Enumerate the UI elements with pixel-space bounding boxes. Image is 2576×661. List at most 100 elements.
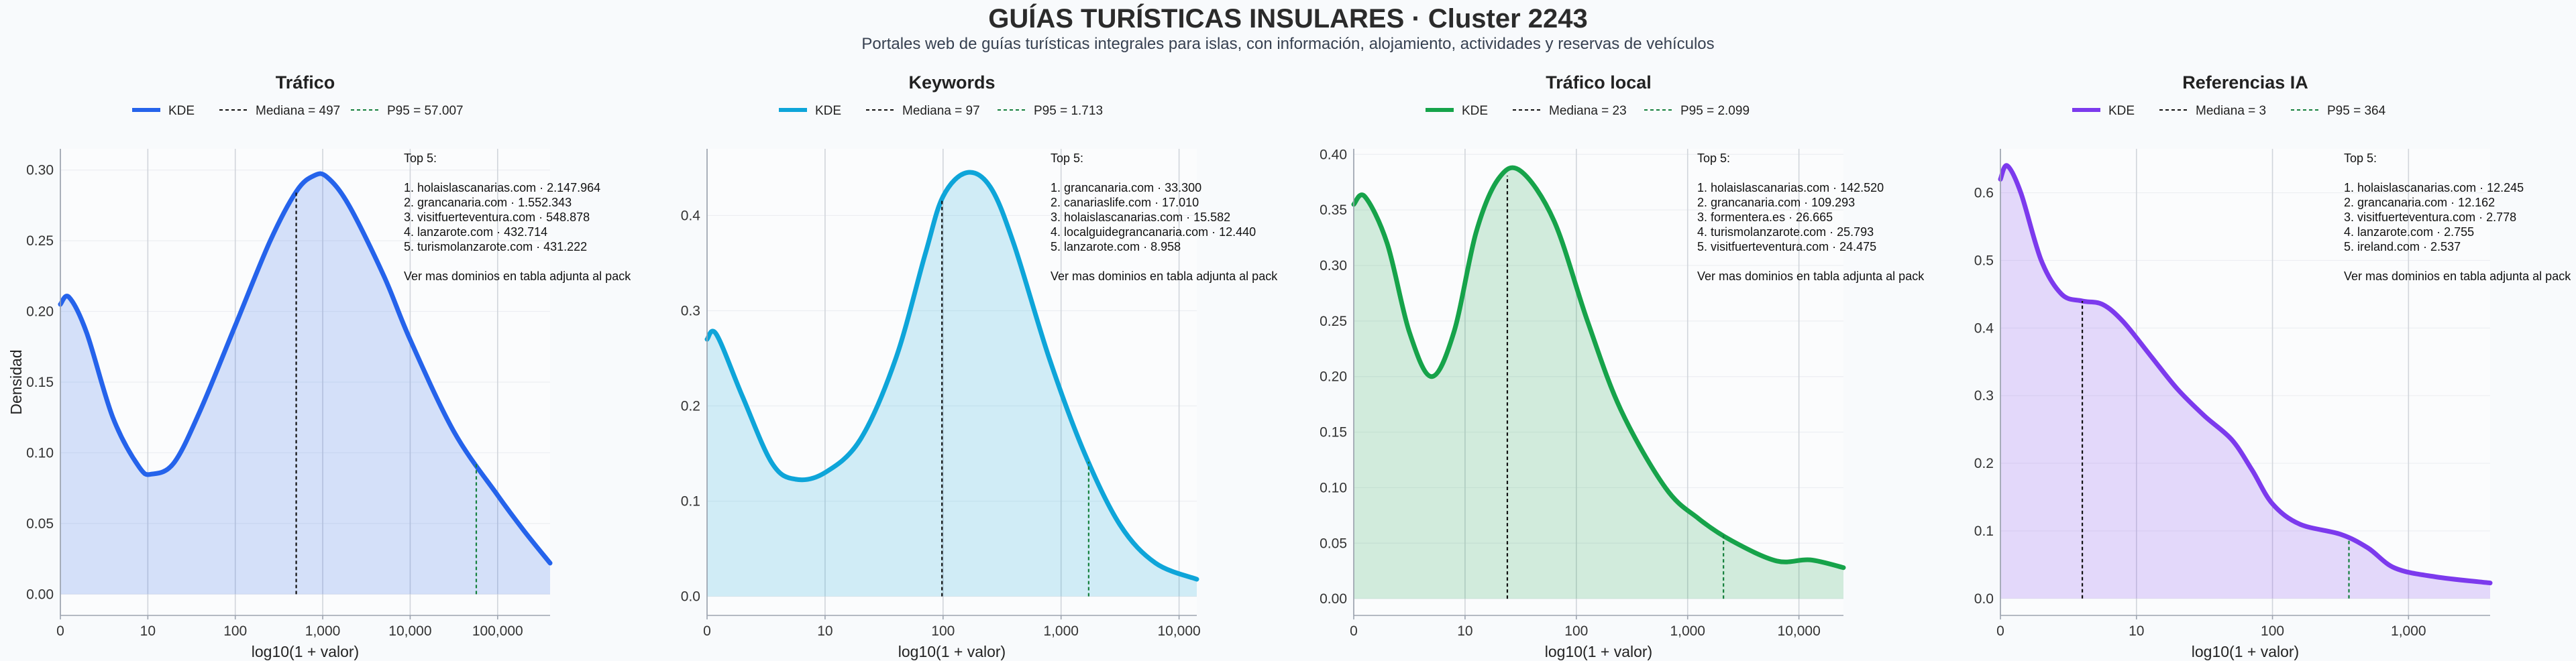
chart-title: Keywords (908, 72, 995, 93)
x-tick-label: 0 (1996, 623, 2004, 639)
top5-annotation-line: Top 5: (1051, 152, 1083, 165)
kde-line (704, 170, 1199, 582)
top5-annotation-line: 2. grancanaria.com · 1.552.343 (404, 196, 572, 209)
top5-annotation-line: Ver mas dominios en tabla adjunta al pac… (1051, 269, 1278, 283)
top5-annotation: Top 5: 1. holaislascanarias.com · 142.52… (1697, 152, 1925, 283)
x-tick-label: 10,000 (1157, 623, 1200, 639)
top5-annotation-line: 1. holaislascanarias.com · 12.245 (2344, 181, 2524, 194)
legend-p95-label: P95 = 1.713 (1034, 104, 1103, 118)
top5-annotation-line (2344, 166, 2347, 180)
top5-annotation-line (404, 166, 407, 180)
x-tick-label: 10,000 (1778, 623, 1821, 639)
y-tick-label: 0.40 (1320, 147, 1347, 162)
x-tick-label: 0 (1350, 623, 1358, 639)
y-tick-label: 0.25 (1320, 314, 1347, 329)
y-tick-label: 0.05 (26, 516, 54, 532)
y-tick-label: 0.30 (1320, 258, 1347, 274)
top5-annotation-line: Ver mas dominios en tabla adjunta al pac… (404, 269, 631, 283)
chart-title: Referencias IA (2182, 72, 2308, 93)
top5-annotation-line: 3. formentera.es · 26.665 (1697, 211, 1833, 224)
chart-panel: Tráfico KDE Mediana = 497 P95 = 57.007 0.00 0… (7, 72, 631, 660)
header: GUÍAS TURÍSTICAS INSULARES · Cluster 224… (0, 0, 2576, 67)
kde-area (1354, 168, 1843, 599)
x-tick-label: 1,000 (1043, 623, 1079, 639)
legend-kde-label: KDE (815, 104, 841, 118)
top5-annotation-line (1697, 166, 1701, 180)
legend-p95-label: P95 = 57.007 (387, 104, 464, 118)
top5-annotation-line (1697, 255, 1701, 268)
chart-legend: KDE Mediana = 3 P95 = 364 (2072, 104, 2386, 118)
y-tick-label: 0.30 (26, 163, 54, 178)
top5-annotation-line (1051, 166, 1054, 180)
legend-median-label: Mediana = 23 (1549, 104, 1627, 118)
kde-area (2000, 165, 2490, 599)
y-tick-label: 0.1 (1974, 524, 1994, 539)
top5-annotation-line: 2. canariaslife.com · 17.010 (1051, 196, 1199, 209)
x-tick-label: 0 (703, 623, 711, 639)
top5-annotation: Top 5: 1. grancanaria.com · 33.300 2. can… (1051, 152, 1278, 283)
x-axis-label: log10(1 + valor) (898, 643, 1006, 660)
y-tick-label: 0.10 (26, 445, 54, 461)
legend-kde-label: KDE (2108, 104, 2135, 118)
y-tick-label: 0.2 (1974, 456, 1994, 471)
top5-annotation: Top 5: 1. holaislascanarias.com · 2.147.… (404, 152, 631, 283)
y-tick-label: 0.20 (26, 304, 54, 320)
top5-annotation-line: 5. visitfuerteventura.com · 24.475 (1697, 240, 1876, 253)
y-tick-label: 0.15 (1320, 425, 1347, 440)
page-title: GUÍAS TURÍSTICAS INSULARES · Cluster 224… (988, 4, 1588, 34)
plot-area (1354, 149, 1843, 615)
y-tick-label: 0.0 (1974, 591, 1994, 607)
legend-median-label: Mediana = 3 (2196, 104, 2266, 118)
y-tick-label: 0.15 (26, 375, 54, 390)
top5-annotation-line (2344, 255, 2347, 268)
y-tick-label: 0.0 (681, 589, 700, 605)
y-axis-label: Densidad (7, 349, 25, 414)
plot-area (707, 149, 1197, 615)
top5-annotation-line: Top 5: (2344, 152, 2377, 165)
chart-legend: KDE Mediana = 23 P95 = 2.099 (1426, 104, 1750, 118)
top5-annotation-line (404, 255, 407, 268)
kde-line (1998, 163, 2493, 586)
x-tick-label: 10 (140, 623, 156, 639)
top5-annotation-line: Top 5: (1697, 152, 1730, 165)
top5-annotation-line: Ver mas dominios en tabla adjunta al pac… (2344, 269, 2571, 283)
x-tick-label: 1,000 (305, 623, 341, 639)
top5-annotation: Top 5: 1. holaislascanarias.com · 12.245… (2344, 152, 2571, 283)
y-tick-label: 0.00 (1320, 591, 1347, 607)
chart-title: Tráfico local (1546, 72, 1652, 93)
top5-annotation-line: 3. visitfuerteventura.com · 2.778 (2344, 211, 2516, 224)
y-tick-label: 0.00 (26, 587, 54, 602)
legend-kde-label: KDE (1462, 104, 1488, 118)
x-tick-label: 10 (817, 623, 833, 639)
y-tick-label: 0.3 (1974, 388, 1994, 404)
x-tick-label: 10 (2129, 623, 2144, 639)
page-subtitle: Portales web de guías turísticas integra… (861, 35, 1715, 53)
x-tick-label: 100 (223, 623, 247, 639)
top5-annotation-line: 2. grancanaria.com · 12.162 (2344, 196, 2495, 209)
top5-annotation-line: 4. lanzarote.com · 432.714 (404, 225, 547, 239)
x-tick-label: 100 (1564, 623, 1588, 639)
chart-legend: KDE Mediana = 97 P95 = 1.713 (779, 104, 1103, 118)
kde-area (60, 174, 550, 595)
legend-median-label: Mediana = 497 (256, 104, 340, 118)
y-tick-label: 0.4 (1974, 320, 1994, 336)
kde-line (1351, 165, 1846, 570)
top5-annotation-line: Ver mas dominios en tabla adjunta al pac… (1697, 269, 1925, 283)
y-tick-label: 0.2 (681, 399, 700, 414)
x-tick-label: 10,000 (388, 623, 431, 639)
x-axis-label: log10(1 + valor) (1545, 643, 1652, 660)
top5-annotation-line: 5. ireland.com · 2.537 (2344, 240, 2461, 253)
top5-annotation-line: 5. turismolanzarote.com · 431.222 (404, 240, 587, 253)
y-tick-label: 0.05 (1320, 536, 1347, 551)
chart-panel: Tráfico local KDE Mediana = 23 P95 = 2.099 0… (1320, 72, 1925, 660)
y-tick-label: 0.1 (681, 494, 700, 509)
x-tick-label: 1,000 (1670, 623, 1705, 639)
top5-annotation-line: 5. lanzarote.com · 8.958 (1051, 240, 1181, 253)
y-tick-label: 0.20 (1320, 369, 1347, 385)
legend-median-label: Mediana = 97 (902, 104, 980, 118)
kde-line (58, 171, 553, 566)
top5-annotation-line: 1. holaislascanarias.com · 2.147.964 (404, 181, 600, 194)
top5-annotation-line: 4. turismolanzarote.com · 25.793 (1697, 225, 1874, 239)
top5-annotation-line: Top 5: (404, 152, 437, 165)
x-tick-label: 10 (1457, 623, 1472, 639)
